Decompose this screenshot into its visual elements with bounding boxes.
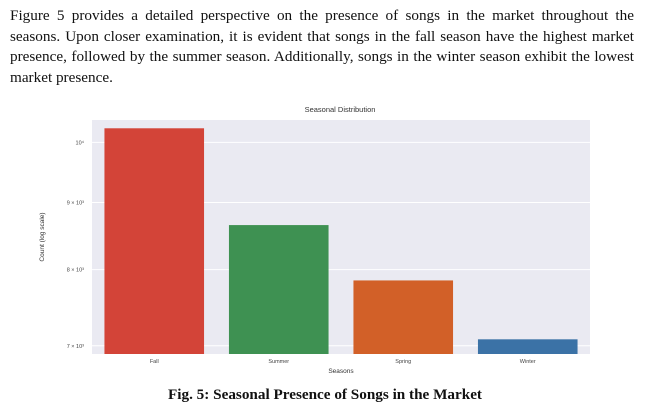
y-axis-label: Count (log scale) bbox=[39, 212, 46, 261]
x-tick-labels: Fall Summer Spring Winter bbox=[150, 359, 536, 365]
x-tick-label: Spring bbox=[395, 359, 411, 365]
x-tick-label: Summer bbox=[268, 359, 289, 365]
chart-title: Seasonal Distribution bbox=[305, 105, 376, 114]
x-axis-label: Seasons bbox=[328, 368, 354, 375]
bar-spring bbox=[353, 280, 454, 354]
x-tick-label: Winter bbox=[520, 359, 536, 365]
bar-fall bbox=[104, 128, 205, 354]
bar-summer bbox=[228, 225, 329, 354]
seasonal-distribution-chart: Seasonal Distribution 7 × 10³ 8 × 10³ 9 × … bbox=[39, 105, 590, 375]
intro-paragraph: Figure 5 provides a detailed perspective… bbox=[10, 7, 634, 86]
y-tick-label: 8 × 10³ bbox=[67, 268, 84, 274]
y-tick-labels: 7 × 10³ 8 × 10³ 9 × 10³ 10⁴ bbox=[67, 139, 85, 349]
y-tick-label: 7 × 10³ bbox=[67, 344, 84, 350]
bar-winter bbox=[477, 339, 578, 354]
x-tick-label: Fall bbox=[150, 359, 159, 365]
y-tick-label: 10⁴ bbox=[76, 139, 85, 146]
bars bbox=[104, 128, 578, 354]
figure-caption: Fig. 5: Seasonal Presence of Songs in th… bbox=[168, 386, 482, 403]
y-tick-label: 9 × 10³ bbox=[67, 200, 84, 206]
